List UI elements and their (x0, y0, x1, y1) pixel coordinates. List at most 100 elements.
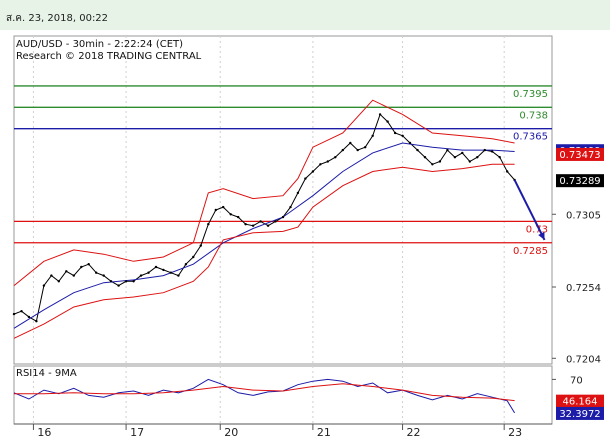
price-tag-label: 0.73473 (559, 150, 600, 161)
price-point (259, 220, 262, 223)
price-point (80, 265, 83, 269)
x-tick-label: 17 (130, 426, 144, 439)
price-point (476, 156, 479, 159)
rsi-tag (556, 406, 604, 420)
rsi-y-tick-label: 70 (570, 375, 583, 386)
price-point (461, 151, 464, 155)
chart-title: AUD/USD - 30min - 2:22:24 (CET) (16, 39, 183, 50)
price-point (57, 280, 60, 283)
x-tick-label: 16 (37, 426, 51, 439)
price-point (498, 156, 501, 159)
price-point (12, 312, 16, 316)
price-point (266, 224, 270, 227)
level-label: 0.73 (526, 224, 548, 235)
price-point (446, 148, 449, 152)
price-point (27, 315, 31, 319)
price-point (251, 224, 255, 227)
rsi-tag-label: 46.164 (563, 397, 598, 408)
price-tag (556, 174, 604, 188)
price-point (214, 208, 217, 212)
price-point (102, 274, 105, 277)
price-point (393, 131, 397, 135)
chart-subtitle: Research © 2018 TRADING CENTRAL (16, 51, 202, 62)
y-tick-label: 0.7254 (566, 283, 601, 294)
level-label: 0.7285 (513, 246, 548, 257)
rsi-title: RSI14 - 9MA (16, 368, 77, 379)
price-point (222, 205, 225, 209)
price-point (124, 280, 128, 283)
price-point (296, 191, 300, 195)
price-point (341, 148, 344, 152)
price-point (468, 160, 471, 163)
forecast-arrow-line (513, 179, 546, 241)
price-point (356, 148, 359, 152)
price-point (50, 274, 53, 277)
price-point (423, 156, 427, 159)
price-point (483, 148, 486, 152)
price-point (371, 134, 374, 137)
price-point (438, 160, 442, 163)
price-point (244, 223, 247, 226)
price-chart: 16 17 20 21 22 23 0.7204 0.7254 0.7305 AUD/USD - … (0, 30, 610, 446)
price-series-line (13, 113, 515, 322)
x-tick-label: 23 (508, 426, 522, 439)
price-point (401, 134, 404, 137)
price-point (154, 265, 158, 269)
rsi-line (13, 378, 516, 414)
x-tick-label: 22 (407, 426, 421, 439)
price-point (42, 284, 46, 287)
price-point (117, 284, 120, 287)
moving-average-line (13, 142, 515, 329)
forecast-arrow-head (538, 231, 545, 240)
price-point (65, 270, 68, 273)
price-point (87, 263, 90, 266)
price-point (35, 320, 38, 323)
chart-background (0, 30, 610, 446)
price-point (304, 177, 307, 180)
price-point (408, 141, 412, 145)
price-point (319, 163, 322, 166)
lower-band-line (13, 163, 515, 339)
level-label: 0.7395 (513, 89, 548, 100)
price-point (311, 170, 315, 173)
price-point (506, 170, 509, 173)
price-point (491, 150, 494, 153)
price-point (192, 255, 195, 259)
price-point (334, 156, 337, 159)
price-point (132, 280, 135, 283)
main-panel-frame (13, 35, 553, 365)
price-tag-label: 0.73289 (559, 176, 600, 187)
price-point (229, 213, 232, 216)
price-point (184, 263, 188, 266)
price-point (378, 113, 382, 116)
price-point (386, 120, 389, 123)
rsi-tag (556, 394, 604, 408)
price-point (453, 156, 457, 159)
price-point (349, 141, 352, 145)
price-point (364, 146, 367, 149)
price-point (416, 148, 419, 152)
price-point (281, 215, 285, 219)
price-point (207, 223, 210, 226)
rsi-ma-line (14, 383, 515, 402)
level-label: 0.7365 (513, 132, 548, 143)
level-label: 0.738 (519, 110, 548, 121)
x-tick-label: 21 (317, 426, 331, 439)
price-point (147, 271, 150, 274)
y-tick-label: 0.7305 (566, 210, 601, 221)
price-tag (556, 147, 604, 161)
y-tick-label: 0.7204 (566, 354, 601, 365)
price-point (289, 205, 292, 209)
price-point (162, 268, 165, 272)
price-point (431, 163, 434, 166)
upper-band-line (13, 99, 515, 286)
price-point (237, 215, 240, 219)
price-point (177, 274, 180, 277)
price-point (274, 220, 277, 223)
price-point (95, 271, 98, 274)
price-point (109, 280, 113, 283)
price-point (169, 271, 173, 274)
price-point (139, 274, 143, 277)
price-point (72, 274, 76, 277)
